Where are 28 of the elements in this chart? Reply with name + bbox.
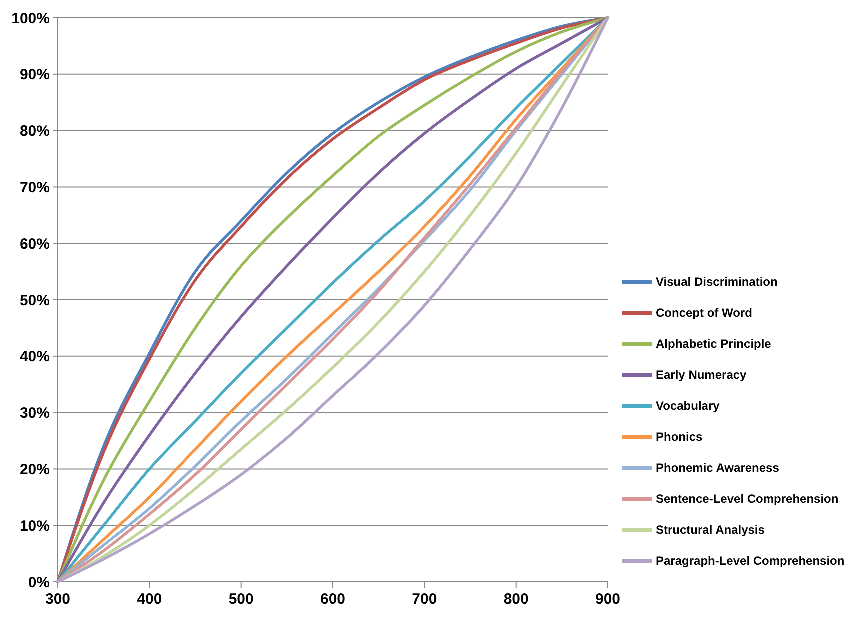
legend-label: Alphabetic Principle — [656, 337, 772, 352]
legend-label: Concept of Word — [656, 306, 752, 320]
legend-label: Sentence-Level Comprehension — [656, 492, 839, 506]
y-tick-label: 10% — [20, 518, 50, 535]
y-tick-label: 50% — [20, 292, 50, 310]
legend-label: Visual Discrimination — [656, 275, 778, 290]
legend-label: Structural Analysis — [656, 523, 766, 538]
x-tick-label: 800 — [504, 591, 529, 608]
legend-label: Paragraph-Level Comprehension — [656, 554, 845, 568]
x-tick-label: 700 — [412, 591, 438, 608]
y-tick-label: 100% — [12, 10, 50, 28]
x-tick-label: 600 — [320, 591, 346, 608]
x-tick-label: 500 — [228, 591, 254, 608]
x-tick-label: 300 — [45, 591, 71, 608]
x-tick-label: 900 — [595, 591, 621, 608]
y-tick-label: 30% — [20, 405, 50, 422]
y-tick-label: 90% — [20, 66, 50, 84]
y-tick-label: 80% — [20, 123, 50, 140]
legend-label: Early Numeracy — [656, 368, 748, 382]
x-tick-label: 400 — [137, 591, 162, 608]
y-tick-label: 70% — [20, 179, 50, 196]
y-tick-label: 40% — [20, 348, 50, 366]
legend-label: Vocabulary — [656, 399, 720, 414]
y-tick-label: 0% — [28, 574, 50, 592]
legend-label: Phonics — [656, 430, 703, 444]
y-tick-label: 20% — [20, 461, 50, 478]
legend-label: Phonemic Awareness — [656, 461, 780, 476]
y-tick-label: 60% — [20, 236, 50, 253]
